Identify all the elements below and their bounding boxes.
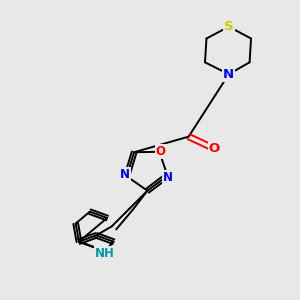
Text: NH: NH xyxy=(95,247,115,260)
Text: N: N xyxy=(223,68,234,81)
Text: O: O xyxy=(156,145,166,158)
Text: N: N xyxy=(120,168,130,181)
Text: O: O xyxy=(209,142,220,155)
Text: S: S xyxy=(224,20,234,33)
Text: N: N xyxy=(163,171,172,184)
